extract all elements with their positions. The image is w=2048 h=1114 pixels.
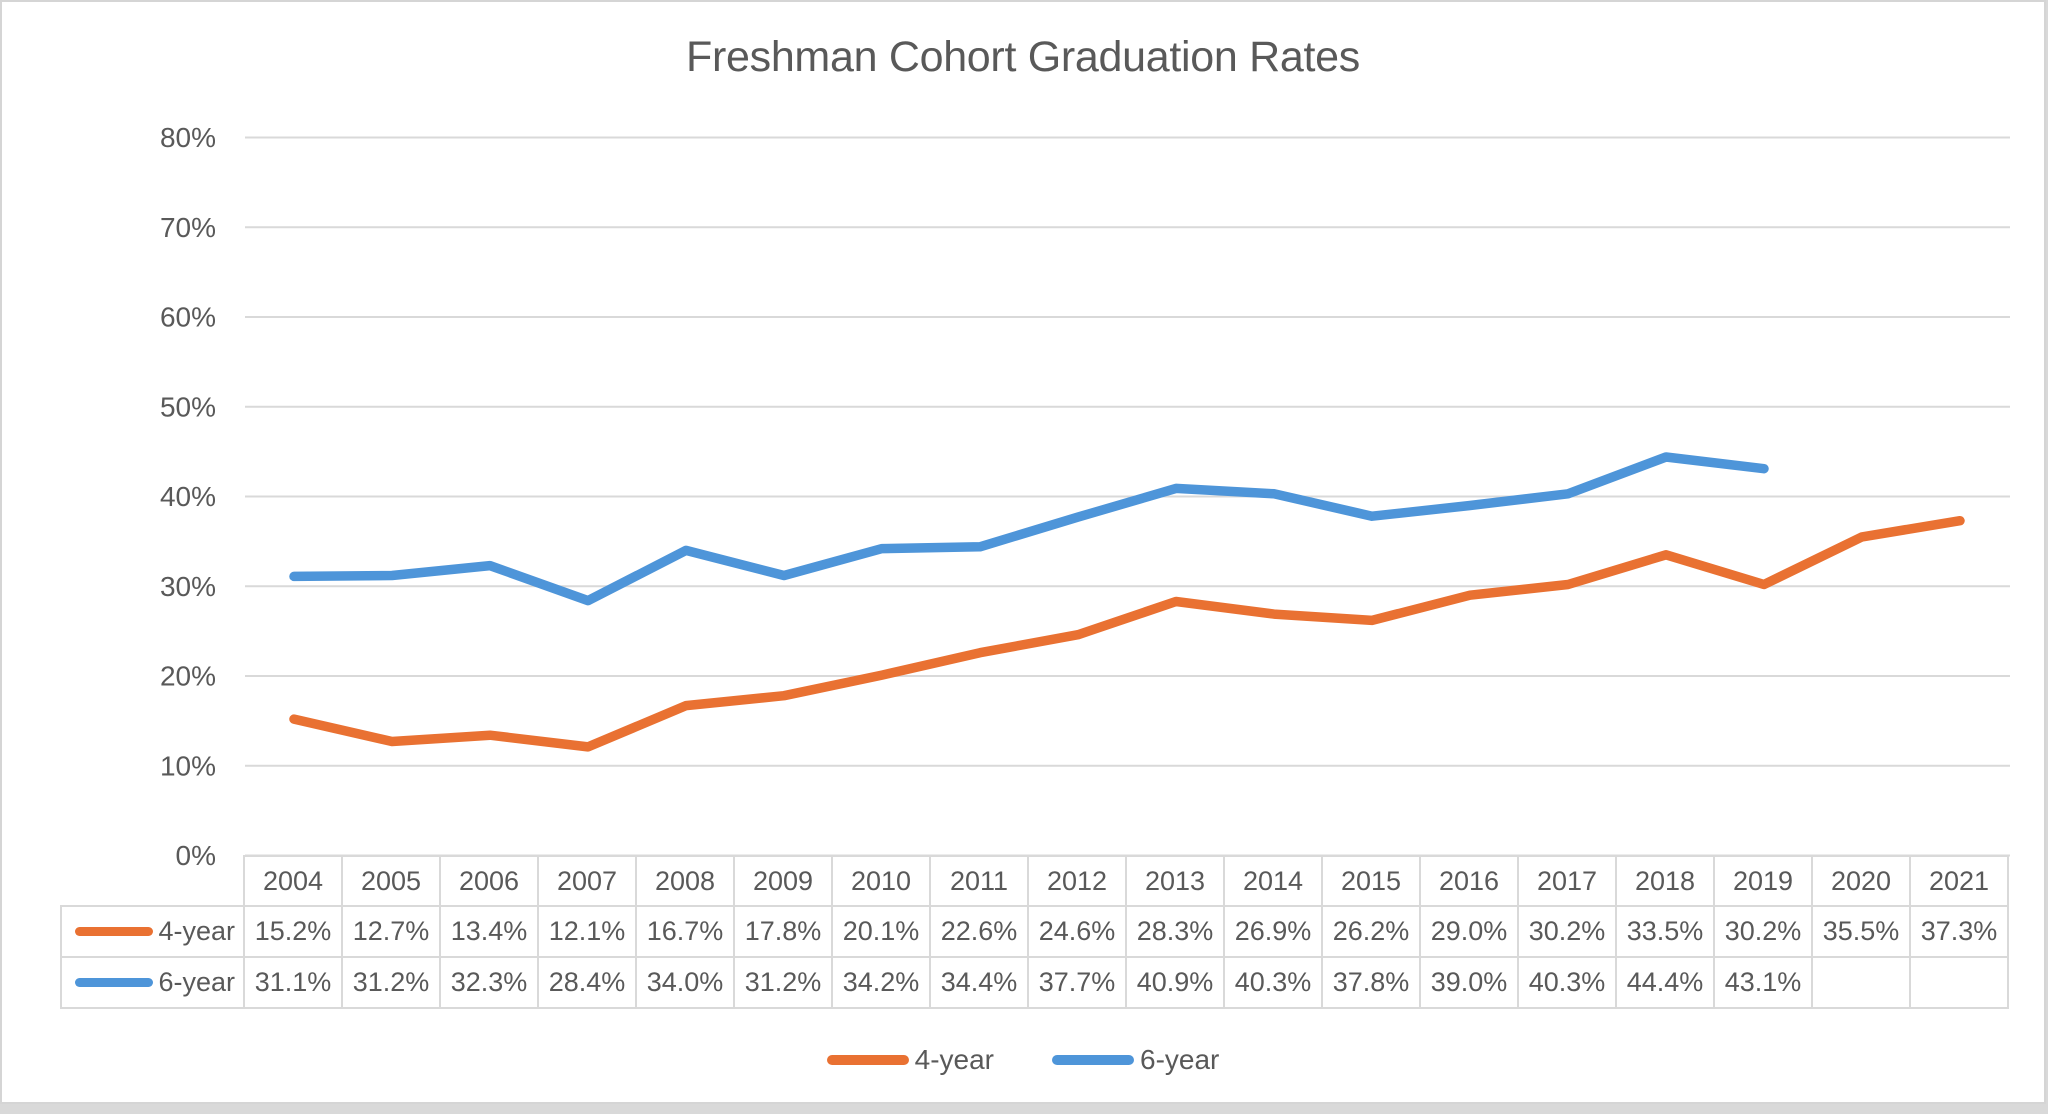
- value-cell-4-year-2012: 24.6%: [1029, 907, 1127, 958]
- value-cell-4-year-2005: 12.7%: [343, 907, 441, 958]
- value-cell-6-year-2014: 40.3%: [1225, 958, 1323, 1009]
- value-cell-6-year-2007: 28.4%: [539, 958, 637, 1009]
- year-header-cell-2016: 2016: [1421, 855, 1519, 907]
- value-cell-4-year-2013: 28.3%: [1127, 907, 1225, 958]
- year-header-cell-2011: 2011: [931, 855, 1029, 907]
- value-cell-6-year-2012: 37.7%: [1029, 958, 1127, 1009]
- y-axis-tick-label-10: 10%: [160, 750, 216, 781]
- year-header-cell-2008: 2008: [637, 855, 735, 907]
- value-cell-4-year-2020: 35.5%: [1813, 907, 1911, 958]
- value-cell-4-year-2011: 22.6%: [931, 907, 1029, 958]
- value-cell-6-year-2017: 40.3%: [1519, 958, 1617, 1009]
- value-cell-6-year-2021: [1911, 958, 2009, 1009]
- legend[interactable]: 4-year 6-year: [2, 1044, 2044, 1076]
- y-axis-tick-label-40: 40%: [160, 481, 216, 512]
- legend-label-4-year: 4-year: [914, 1044, 994, 1075]
- value-cell-6-year-2006: 32.3%: [441, 958, 539, 1009]
- year-header-cell-2015: 2015: [1323, 855, 1421, 907]
- y-axis-tick-label-80: 80%: [160, 122, 216, 153]
- table-series-name: 4-year: [158, 916, 235, 946]
- value-cell-6-year-2011: 34.4%: [931, 958, 1029, 1009]
- value-cell-6-year-2013: 40.9%: [1127, 958, 1225, 1009]
- chart-title[interactable]: Freshman Cohort Graduation Rates: [686, 33, 1360, 81]
- legend-line-swatch-4-year: [826, 1055, 909, 1065]
- year-header-cell-2020: 2020: [1813, 855, 1911, 907]
- value-cell-4-year-2018: 33.5%: [1617, 907, 1715, 958]
- value-cell-6-year-2010: 34.2%: [833, 958, 931, 1009]
- year-header-cell-2007: 2007: [539, 855, 637, 907]
- value-cell-4-year-2015: 26.2%: [1323, 907, 1421, 958]
- value-cell-6-year-2009: 31.2%: [735, 958, 833, 1009]
- table-line-swatch-4-year: [75, 926, 154, 937]
- year-header-cell-2018: 2018: [1617, 855, 1715, 907]
- year-header-cell-2009: 2009: [735, 855, 833, 907]
- value-cell-4-year-2004: 15.2%: [245, 907, 343, 958]
- table-row-label-6-year: 6-year: [60, 958, 245, 1009]
- value-cell-6-year-2005: 31.2%: [343, 958, 441, 1009]
- legend-label-6-year: 6-year: [1140, 1044, 1220, 1075]
- value-cell-4-year-2006: 13.4%: [441, 907, 539, 958]
- value-cell-4-year-2017: 30.2%: [1519, 907, 1617, 958]
- value-cell-6-year-2019: 43.1%: [1715, 958, 1813, 1009]
- year-header-cell-2006: 2006: [441, 855, 539, 907]
- value-cell-6-year-2004: 31.1%: [245, 958, 343, 1009]
- year-header-cell-2021: 2021: [1911, 855, 2009, 907]
- year-header-cell-2019: 2019: [1715, 855, 1813, 907]
- value-cell-6-year-2020: [1813, 958, 1911, 1009]
- y-axis-tick-label-0: 0%: [176, 840, 216, 871]
- value-cell-4-year-2019: 30.2%: [1715, 907, 1813, 958]
- legend-line-swatch-6-year: [1052, 1055, 1134, 1065]
- y-axis-tick-label-30: 30%: [160, 571, 216, 602]
- legend-item-6-year[interactable]: 6-year: [1052, 1044, 1219, 1076]
- value-cell-6-year-2016: 39.0%: [1421, 958, 1519, 1009]
- y-axis-tick-label-70: 70%: [160, 212, 216, 243]
- year-header-cell-2012: 2012: [1029, 855, 1127, 907]
- value-cell-4-year-2016: 29.0%: [1421, 907, 1519, 958]
- series-line-6-year[interactable]: [289, 452, 1769, 606]
- legend-item-4-year[interactable]: 4-year: [826, 1044, 994, 1076]
- year-header-cell-2014: 2014: [1225, 855, 1323, 907]
- year-header-cell-2004: 2004: [245, 855, 343, 907]
- year-header-cell-2013: 2013: [1127, 855, 1225, 907]
- year-header-cell-2010: 2010: [833, 855, 931, 907]
- value-cell-4-year-2008: 16.7%: [637, 907, 735, 958]
- value-cell-4-year-2010: 20.1%: [833, 907, 931, 958]
- value-cell-6-year-2015: 37.8%: [1323, 958, 1421, 1009]
- value-cell-4-year-2021: 37.3%: [1911, 907, 2009, 958]
- y-axis-tick-label-60: 60%: [160, 302, 216, 333]
- y-axis-tick-label-20: 20%: [160, 661, 216, 692]
- value-cell-6-year-2008: 34.0%: [637, 958, 735, 1009]
- value-cell-6-year-2018: 44.4%: [1617, 958, 1715, 1009]
- value-cell-4-year-2014: 26.9%: [1225, 907, 1323, 958]
- table-corner-cell: [60, 855, 245, 907]
- value-cell-4-year-2007: 12.1%: [539, 907, 637, 958]
- data-table: 2004 2005 2006 2007 2008 2009 2010 2011 2012 2013…: [60, 855, 2009, 1009]
- table-row-label-4-year: 4-year: [60, 907, 245, 958]
- value-cell-4-year-2009: 17.8%: [735, 907, 833, 958]
- table-line-swatch-6-year: [75, 977, 154, 988]
- table-series-name: 6-year: [158, 967, 235, 997]
- year-header-cell-2005: 2005: [343, 855, 441, 907]
- year-header-cell-2017: 2017: [1519, 855, 1617, 907]
- series-line-4-year[interactable]: [289, 515, 1965, 752]
- y-axis-tick-label-50: 50%: [160, 391, 216, 422]
